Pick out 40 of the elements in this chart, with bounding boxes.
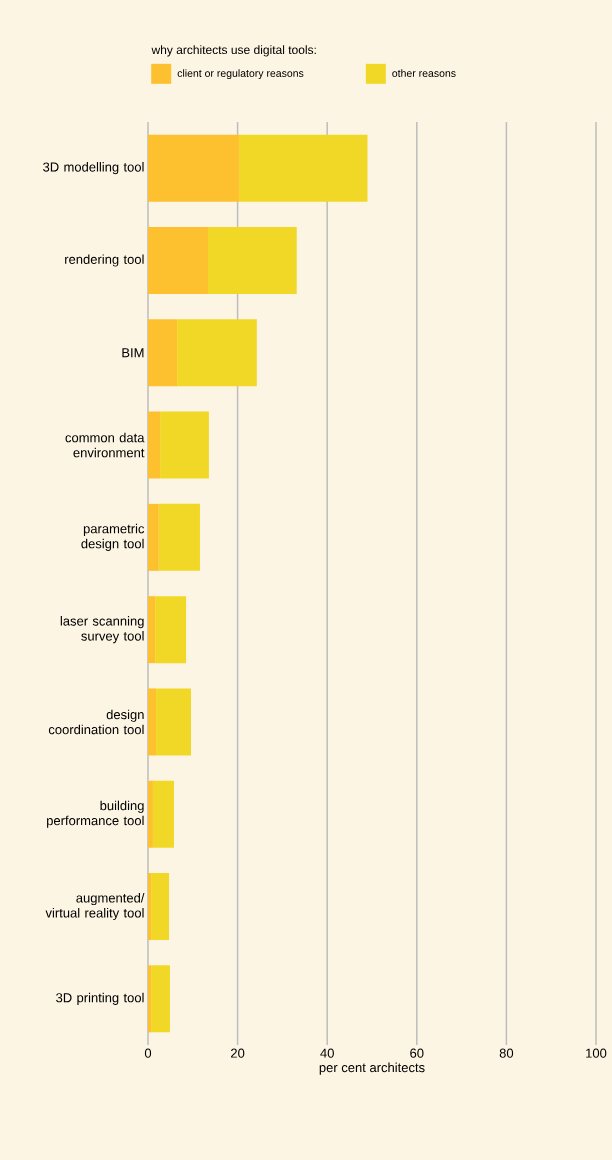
legend-label: other reasons xyxy=(392,69,456,77)
bar xyxy=(148,226,209,294)
y-tick-label: common data environment xyxy=(65,432,145,458)
bar xyxy=(177,319,257,387)
x-tick-label: 0 xyxy=(144,1048,152,1058)
y-tick-label: rendering tool xyxy=(65,254,144,267)
bar xyxy=(148,134,239,202)
y-tick-label: BIM xyxy=(122,348,144,358)
x-tick-label: 40 xyxy=(320,1048,334,1058)
x-tick-label: 20 xyxy=(231,1048,245,1058)
bar xyxy=(148,319,178,387)
bar xyxy=(160,411,209,479)
bar xyxy=(208,226,297,294)
y-tick-label: design coordination tool xyxy=(48,709,144,735)
bar xyxy=(148,873,152,941)
y-tick-label: laser scanning survey tool xyxy=(60,616,144,644)
y-tick-label: parametric design tool xyxy=(81,523,145,551)
legend-title: why architects use digital tools: xyxy=(151,45,316,57)
legend-label: client or regulatory reasons xyxy=(177,69,304,80)
x-tick-label: 80 xyxy=(499,1048,514,1058)
bar xyxy=(148,688,157,756)
bar xyxy=(152,780,174,848)
x-tick-label: 100 xyxy=(586,1048,607,1058)
bar xyxy=(151,965,170,1033)
bar xyxy=(148,503,159,571)
bar xyxy=(238,134,368,202)
bar xyxy=(148,411,161,479)
x-axis-title: per cent architects xyxy=(319,1062,425,1075)
y-tick-label: 3D modelling tool xyxy=(43,162,144,175)
bar xyxy=(155,596,187,664)
bar xyxy=(148,780,153,848)
x-tick-label: 60 xyxy=(410,1048,424,1058)
bar xyxy=(156,688,191,756)
bar xyxy=(148,596,156,664)
y-tick-label: building performance tool xyxy=(47,800,144,828)
bar xyxy=(148,965,152,1033)
bar xyxy=(151,873,170,941)
y-tick-label: augmented/ virtual reality tool xyxy=(45,892,145,921)
bar xyxy=(158,503,200,571)
y-tick-label: 3D printing tool xyxy=(56,992,144,1005)
